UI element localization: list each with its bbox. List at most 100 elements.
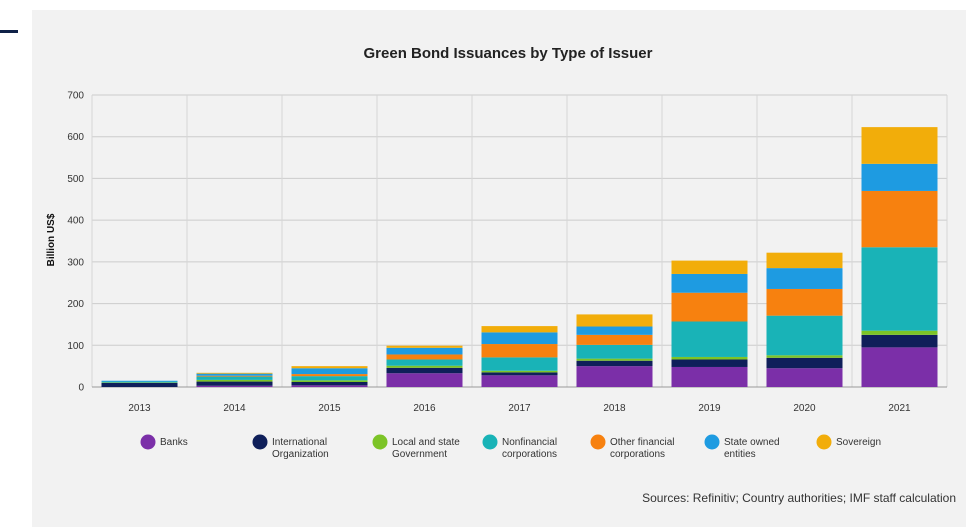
bar-segment bbox=[671, 359, 748, 367]
bar-segment bbox=[576, 326, 653, 335]
bar-segment bbox=[481, 344, 558, 358]
bar-segment bbox=[386, 359, 463, 366]
legend-swatch bbox=[140, 434, 156, 450]
bar-segment bbox=[196, 373, 273, 376]
legend-item: Sovereign bbox=[816, 434, 881, 450]
bar-segment bbox=[386, 347, 463, 355]
bar-segment bbox=[861, 347, 938, 387]
bar-segment bbox=[671, 366, 748, 387]
bar-segment bbox=[481, 357, 558, 371]
y-tick-label: 400 bbox=[67, 216, 84, 227]
legend-swatch bbox=[816, 434, 832, 450]
bar-segment bbox=[671, 273, 748, 293]
bar-segment bbox=[291, 374, 368, 377]
bar-segment bbox=[861, 127, 938, 164]
y-tick-label: 500 bbox=[67, 174, 84, 185]
legend-label: Government bbox=[392, 449, 447, 460]
bar-segment bbox=[576, 344, 653, 359]
x-tick-labels: 2013 2014 2015 2016 2017 2018 2019 2020 2021 bbox=[128, 403, 911, 414]
x-tick-label: 2017 bbox=[508, 403, 531, 414]
bar-segment bbox=[671, 260, 748, 274]
chart-title: Green Bond Issuances by Type of Issuer bbox=[364, 45, 653, 62]
bar-segment bbox=[766, 252, 843, 269]
bar-segment bbox=[481, 375, 558, 387]
legend-swatch bbox=[704, 434, 720, 450]
bar-segment bbox=[196, 376, 273, 380]
bar-segment bbox=[481, 326, 558, 333]
bar-segment bbox=[576, 314, 653, 327]
bar-segment bbox=[576, 366, 653, 387]
bar-segment bbox=[386, 373, 463, 387]
legend-swatch bbox=[590, 434, 606, 450]
legend-swatch bbox=[372, 434, 388, 450]
bar-segment bbox=[766, 357, 843, 369]
bars bbox=[101, 127, 938, 387]
bar-segment bbox=[291, 366, 368, 369]
source-note: Sources: Refinitiv; Country authorities;… bbox=[642, 491, 956, 505]
x-tick-label: 2021 bbox=[888, 403, 911, 414]
bar-segment bbox=[196, 381, 273, 386]
x-tick-label: 2015 bbox=[318, 403, 341, 414]
legend-label: International bbox=[272, 437, 327, 448]
bar-segment bbox=[481, 332, 558, 345]
bar-segment bbox=[861, 190, 938, 248]
bar-segment bbox=[576, 358, 653, 361]
bar-segment bbox=[291, 381, 368, 386]
legend-label: corporations bbox=[610, 449, 665, 460]
y-tick-label: 600 bbox=[67, 132, 84, 143]
y-tick-label: 0 bbox=[78, 383, 84, 394]
bar-segment bbox=[671, 321, 748, 357]
bar-segment bbox=[101, 381, 178, 383]
bar-segment bbox=[101, 380, 178, 382]
bar-segment bbox=[861, 334, 938, 348]
bar-segment bbox=[576, 360, 653, 367]
legend-swatch bbox=[482, 434, 498, 450]
legend-label: Other financial bbox=[610, 437, 674, 448]
y-tick-label: 700 bbox=[67, 91, 84, 102]
bar-segment bbox=[861, 163, 938, 191]
bar-segment bbox=[101, 382, 178, 387]
legend-label: Nonfinancial bbox=[502, 437, 557, 448]
y-tick-label: 200 bbox=[67, 299, 84, 310]
accent-bar bbox=[0, 30, 18, 33]
x-tick-label: 2019 bbox=[698, 403, 721, 414]
bar-segment bbox=[386, 354, 463, 360]
x-tick-label: 2016 bbox=[413, 403, 436, 414]
legend-label: Sovereign bbox=[836, 437, 881, 448]
bar-segment bbox=[291, 385, 368, 387]
x-tick-label: 2018 bbox=[603, 403, 626, 414]
bar-segment bbox=[386, 365, 463, 368]
legend-swatch bbox=[252, 434, 268, 450]
bar-segment bbox=[576, 334, 653, 345]
y-tick-labels: 0 100 200 300 400 500 600 700 bbox=[67, 91, 84, 394]
bar-segment bbox=[766, 268, 843, 289]
x-tick-label: 2020 bbox=[793, 403, 816, 414]
bar-segment bbox=[766, 368, 843, 387]
legend-item: Banks bbox=[140, 434, 188, 450]
bar-segment bbox=[291, 380, 368, 382]
bar-segment bbox=[671, 292, 748, 322]
bar-segment bbox=[196, 372, 273, 374]
legend-label: State owned bbox=[724, 437, 780, 448]
bar-segment bbox=[671, 356, 748, 360]
bar-segment bbox=[196, 385, 273, 387]
bar-segment bbox=[861, 247, 938, 331]
y-tick-label: 300 bbox=[67, 257, 84, 268]
bar-segment bbox=[766, 288, 843, 316]
bar-segment bbox=[386, 345, 463, 348]
bar-segment bbox=[861, 330, 938, 335]
legend-label: Organization bbox=[272, 449, 329, 460]
x-tick-label: 2014 bbox=[223, 403, 246, 414]
y-tick-label: 100 bbox=[67, 341, 84, 352]
bar-segment bbox=[481, 370, 558, 373]
legend-label: Banks bbox=[160, 437, 188, 448]
bar-segment bbox=[291, 368, 368, 375]
bar-segment bbox=[481, 372, 558, 376]
